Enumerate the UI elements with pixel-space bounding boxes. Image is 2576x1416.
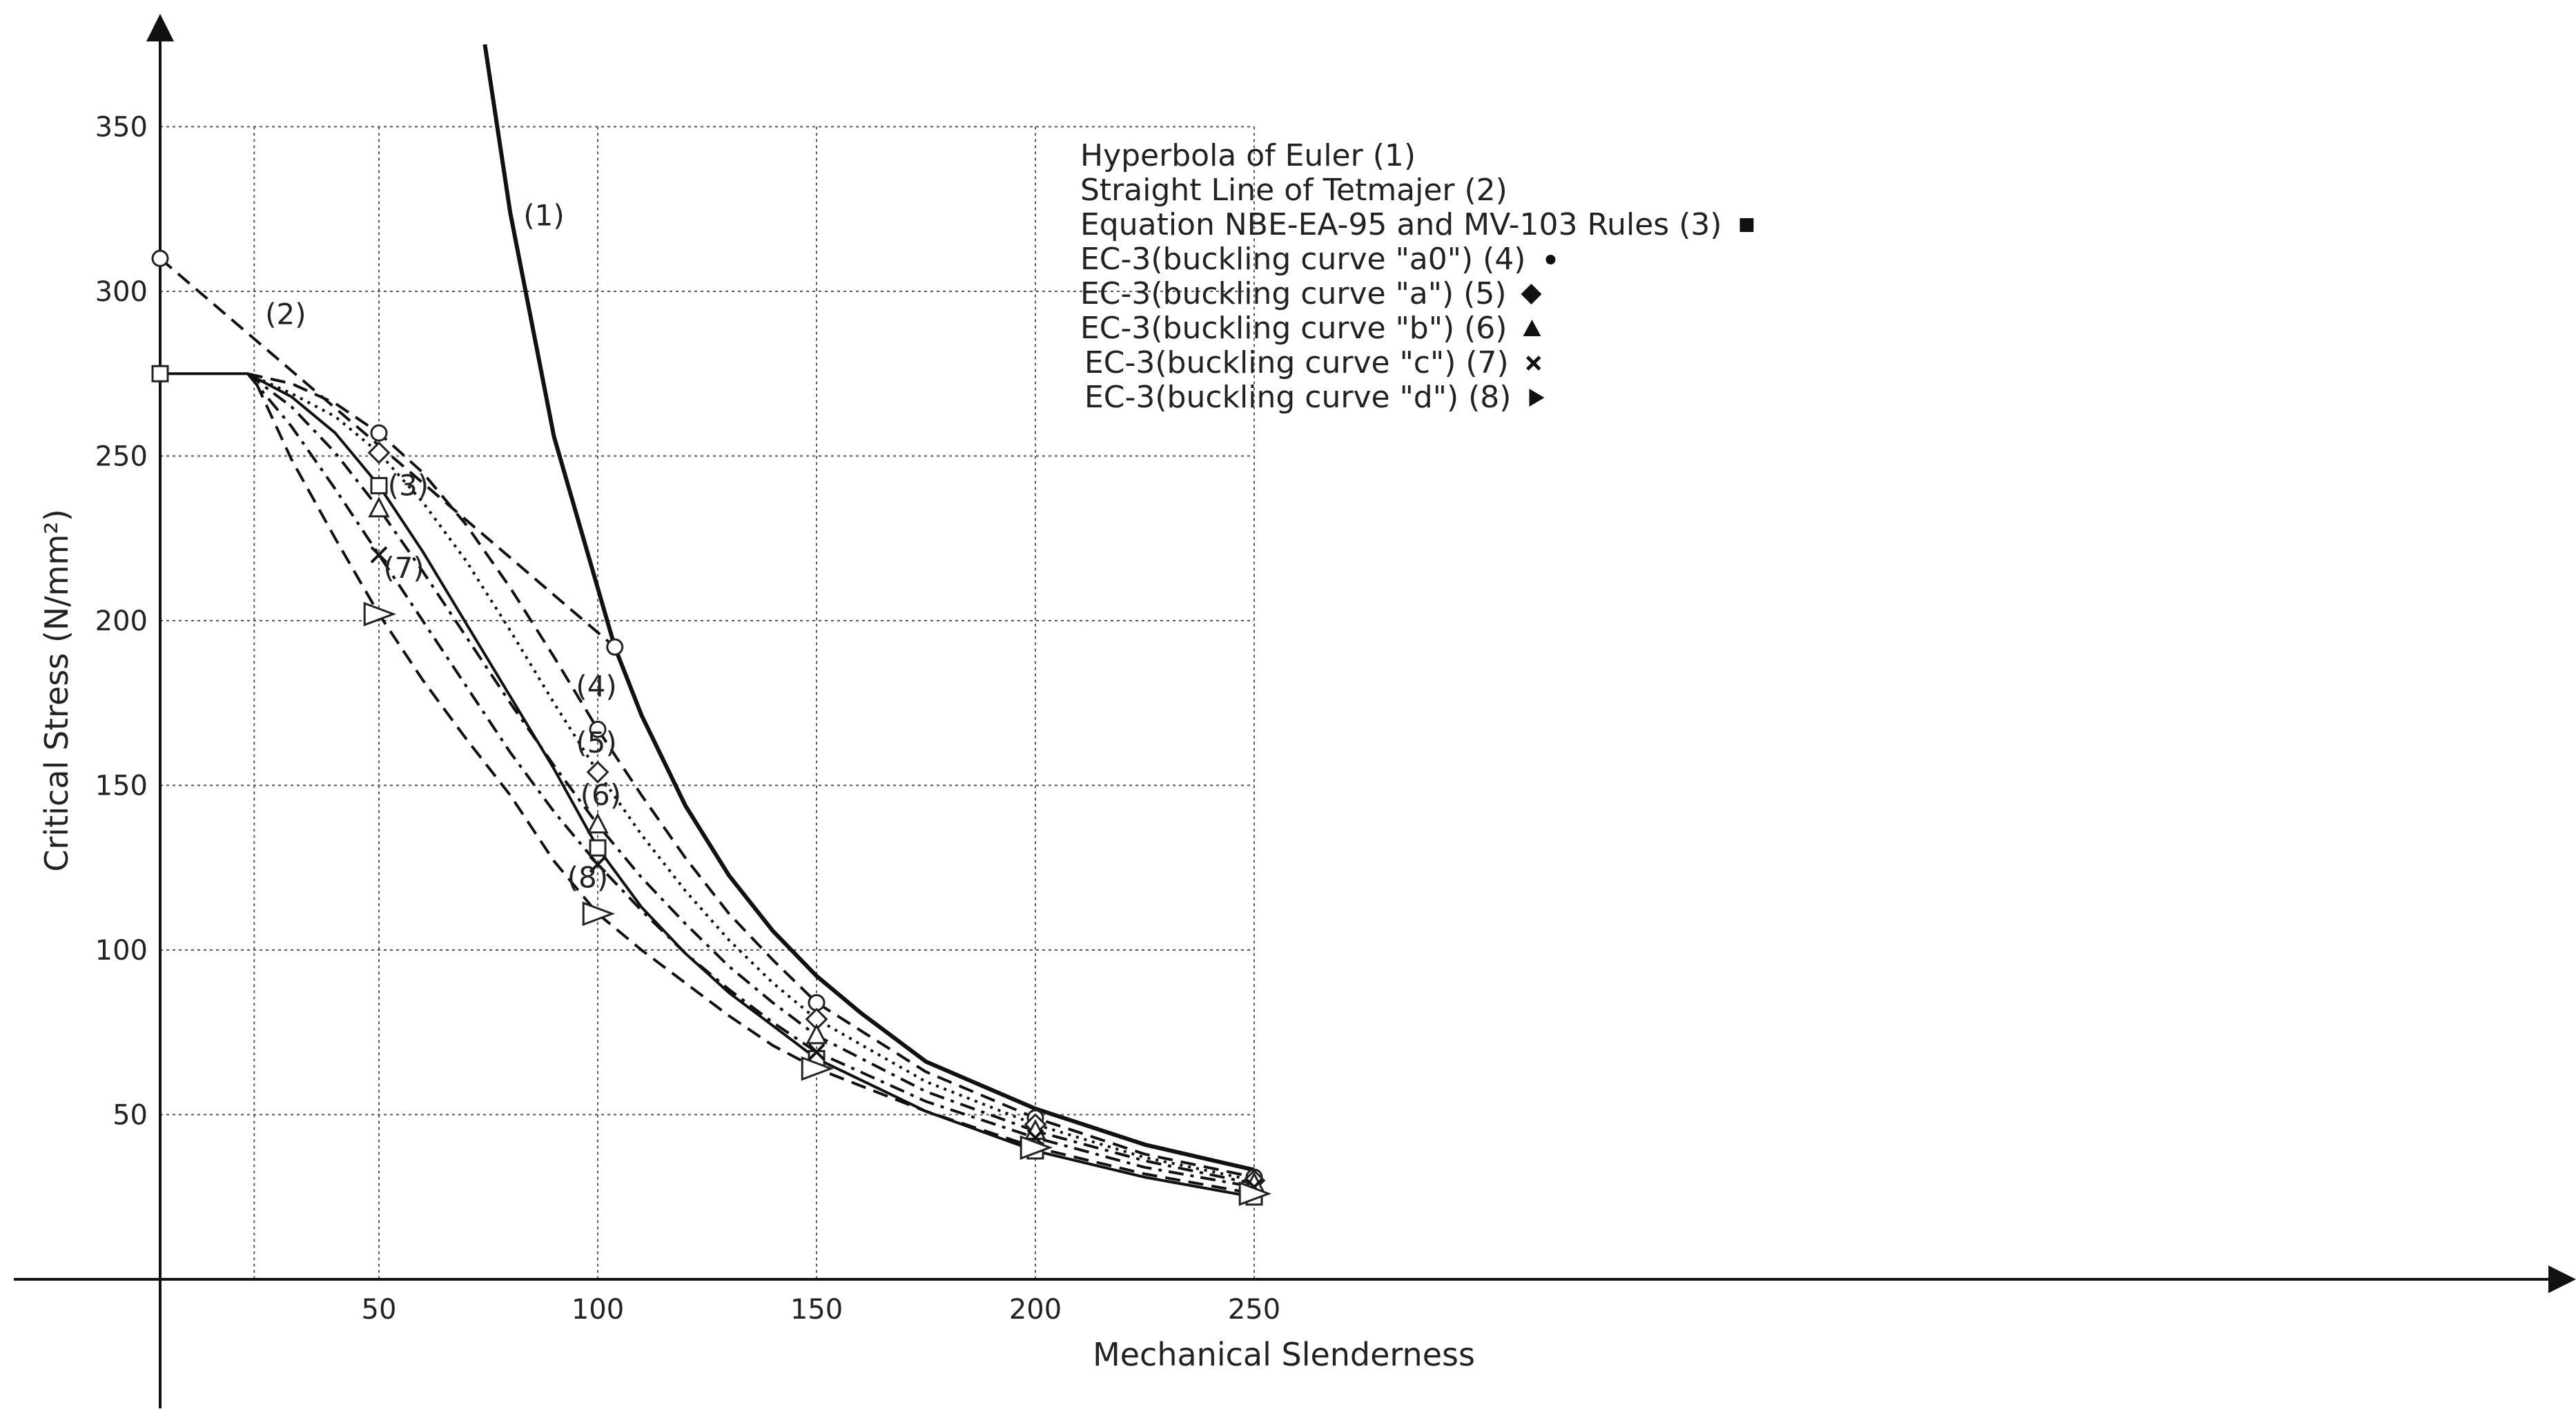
y-tick-label: 50 [113, 1100, 148, 1132]
legend-marker-triangle [1523, 320, 1541, 336]
legend-item-label: Equation NBE-EA-95 and MV-103 Rules (3) [1080, 207, 1722, 242]
legend-marker-x [1525, 356, 1541, 371]
y-tick-label: 150 [95, 770, 148, 802]
legend-marker-diamond [1521, 284, 1542, 304]
legend-item-marker [1521, 284, 1542, 304]
series-4-line [247, 372, 1255, 1179]
legend-item-label: Hyperbola of Euler (1) [1080, 138, 1416, 173]
x-tick-label: 50 [362, 1294, 397, 1326]
legend-item-marker [1523, 320, 1541, 336]
legend-item-label: EC-3(buckling curve "a") (5) [1080, 276, 1506, 311]
series-3-marker [589, 839, 607, 857]
series-6-line [246, 372, 1255, 1185]
series-4-label: (4) [576, 670, 617, 704]
y-tick-label: 350 [95, 112, 148, 144]
y-tick-label: 300 [95, 276, 148, 308]
series-5-label: (5) [576, 726, 617, 759]
legend: Hyperbola of Euler (1)Straight Line of T… [1080, 138, 1754, 415]
y-tick-label: 100 [95, 935, 148, 967]
markers [151, 249, 1272, 1206]
curve-labels: (1) (2) (3) (4) (5) (6) (7) (8) [265, 199, 621, 895]
series-6-marker [587, 813, 609, 834]
series-3-marker [370, 476, 388, 494]
x-tick-label: 100 [572, 1294, 624, 1326]
series-7-marker [589, 855, 607, 873]
series-8-marker [801, 1056, 835, 1081]
series-4-marker [370, 424, 388, 442]
series-2-line [160, 257, 616, 648]
legend-marker-triangle-right [1529, 389, 1545, 407]
series-1-line [482, 43, 1255, 1172]
tick-labels: 50 100 150 200 250 50 100 150 200 250 300 350 [95, 112, 1281, 1326]
legend-item-label: EC-3(buckling curve "b") (6) [1080, 311, 1507, 346]
legend-item-marker [1739, 218, 1754, 232]
y-axis-label: Critical Stress (N/mm²) [38, 509, 75, 871]
series-6-marker [806, 1023, 828, 1045]
series-6-marker [368, 496, 390, 518]
legend-item-label: EC-3(buckling curve "d") (8) [1084, 380, 1511, 415]
series-2-label: (2) [265, 298, 306, 331]
x-tick-label: 150 [790, 1294, 843, 1326]
legend-item-marker [1529, 389, 1545, 407]
series-5-line [246, 372, 1255, 1182]
x-axis-label: Mechanical Slenderness [1093, 1336, 1475, 1373]
series-5-marker [586, 760, 609, 784]
legend-item-label: EC-3(buckling curve "c") (7) [1084, 345, 1509, 380]
series-8-label: (8) [567, 860, 609, 894]
series-5-marker [367, 441, 391, 465]
series-3-marker [151, 365, 169, 382]
legend-marker-dot [1545, 255, 1556, 264]
y-tick-label: 200 [95, 605, 148, 637]
legend-marker-square [1739, 218, 1754, 232]
series-8-marker [582, 901, 616, 927]
x-tick-label: 200 [1009, 1294, 1062, 1326]
series-6-label: (6) [580, 778, 622, 812]
series-7-marker [808, 1043, 826, 1061]
series-8-marker [1019, 1135, 1053, 1160]
series-8-marker [363, 601, 397, 627]
series-8-marker [1238, 1181, 1272, 1206]
series-8-line [255, 382, 1255, 1195]
series-3-label: (3) [388, 469, 429, 503]
legend-item-label: Straight Line of Tetmajer (2) [1080, 173, 1507, 208]
series-7-label: (7) [383, 551, 425, 585]
series-7-marker [370, 546, 388, 564]
series-1-label: (1) [523, 199, 565, 233]
series-1-marker [606, 638, 624, 656]
x-tick-label: 250 [1228, 1294, 1280, 1326]
legend-item-marker [1525, 356, 1541, 371]
legend-item-marker [1545, 255, 1556, 264]
y-tick-label: 250 [95, 441, 148, 473]
series-2-marker [151, 249, 169, 267]
series-4-marker [589, 720, 607, 738]
legend-item-label: EC-3(buckling curve "a0") (4) [1080, 242, 1525, 277]
grid [160, 126, 1255, 1279]
